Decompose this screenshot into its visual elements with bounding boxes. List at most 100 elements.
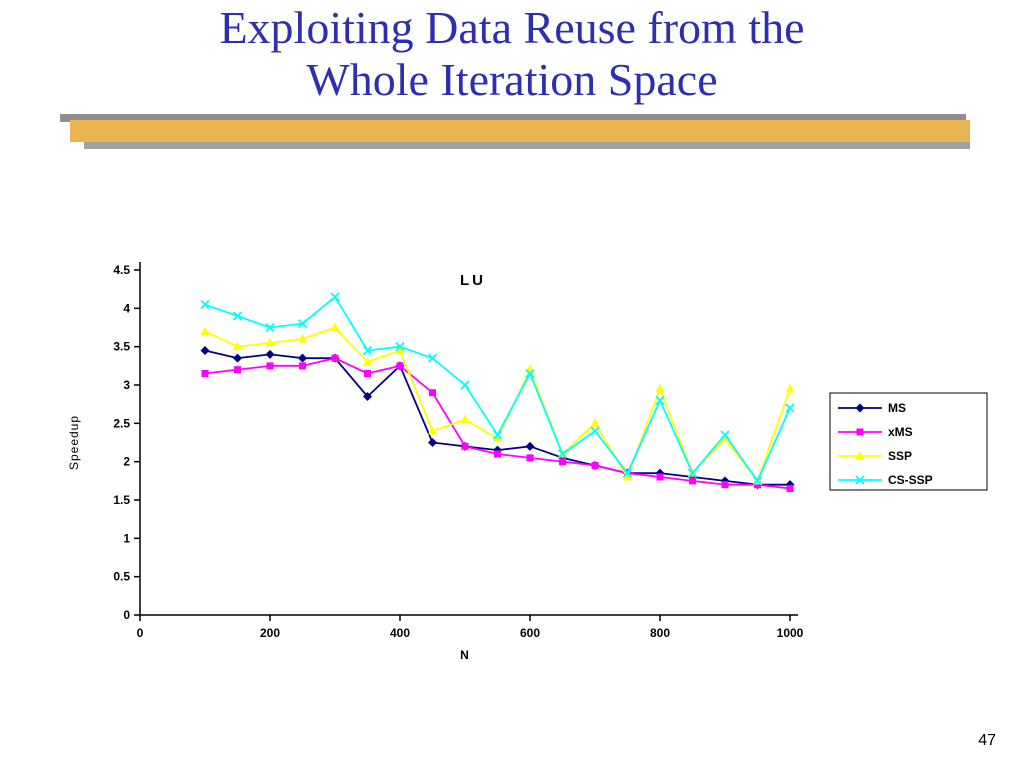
triangle-marker-icon [590, 418, 600, 427]
lu-chart: 0 0.5 1 1.5 2 2.5 3 3.5 4 4.5 0 200 400 600 800 1000 LU N… [40, 240, 1000, 680]
diamond-marker-icon [363, 392, 372, 401]
x-marker-icon [525, 368, 535, 379]
chart-title: LU [460, 272, 486, 289]
page-number: 47 [978, 732, 996, 749]
diamond-marker-icon [200, 346, 210, 355]
y-tick-label: 3 [123, 378, 130, 392]
legend-box [829, 392, 988, 491]
square-marker-icon [461, 442, 469, 450]
square-marker-icon [591, 462, 599, 469]
x-tick-label: 1000 [777, 626, 804, 640]
square-marker-icon [856, 428, 864, 436]
x-marker-icon [297, 319, 308, 329]
x-marker-icon [427, 353, 438, 363]
y-tick-label: 0 [123, 608, 130, 622]
square-marker-icon [786, 485, 794, 492]
square-marker-icon [721, 481, 729, 489]
x-marker-icon [720, 430, 730, 440]
triangle-marker-icon [525, 364, 535, 374]
triangle-marker-icon [493, 433, 502, 443]
x-tick-label: 400 [390, 626, 410, 640]
x-marker-icon [265, 322, 275, 333]
square-marker-icon [364, 370, 371, 377]
diamond-marker-icon [855, 403, 865, 413]
x-marker-icon [590, 426, 600, 436]
x-marker-icon [492, 430, 503, 440]
triangle-marker-icon [233, 341, 242, 351]
y-tick-label: 4.5 [113, 263, 130, 277]
divider-gray-top-bar [60, 114, 966, 122]
triangle-marker-icon [623, 472, 632, 481]
triangle-marker-icon [428, 426, 437, 435]
triangle-marker-icon [265, 337, 275, 347]
series-MS-line [204, 349, 790, 486]
x-marker-icon [785, 403, 795, 413]
square-marker-icon [429, 389, 436, 397]
square-marker-icon [559, 458, 566, 466]
slide-title: Exploiting Data Reuse from the Whole Ite… [0, 2, 1024, 106]
square-marker-icon [266, 362, 274, 370]
square-marker-icon [299, 362, 306, 370]
series-xMS-line [204, 357, 791, 490]
y-tick-label: 2 [123, 455, 130, 469]
triangle-marker-icon [655, 383, 665, 393]
square-marker-icon [396, 362, 404, 370]
square-marker-icon [494, 450, 501, 458]
x-marker-icon [557, 449, 568, 459]
triangle-marker-icon [200, 326, 210, 335]
divider-gray-shadow [84, 142, 970, 149]
y-tick-label: 0.5 [113, 570, 130, 584]
square-marker-icon [689, 477, 696, 485]
diamond-marker-icon [265, 349, 275, 359]
x-marker-icon [395, 342, 405, 352]
legend-label-CS-SSP: CS-SSP [888, 473, 933, 487]
square-marker-icon [754, 481, 761, 489]
x-marker-icon [752, 476, 763, 486]
x-tick-label: 600 [520, 626, 540, 640]
y-tick-label: 1 [123, 531, 130, 545]
y-axis-label: Speedup [67, 415, 81, 470]
legend-label-SSP: SSP [888, 449, 912, 463]
slide-title-line1: Exploiting Data Reuse from the [219, 2, 805, 53]
triangle-marker-icon [720, 433, 730, 443]
lu-chart-svg: 0 0.5 1 1.5 2 2.5 3 3.5 4 4.5 0 200 400 600 800 1000 LU N… [67, 262, 988, 662]
square-marker-icon [526, 454, 534, 462]
y-tick-label: 3.5 [113, 340, 130, 354]
triangle-marker-icon [363, 357, 372, 366]
x-tick-label: 0 [137, 626, 144, 640]
triangle-marker-icon [460, 414, 470, 423]
triangle-marker-icon [395, 345, 405, 354]
x-marker-icon [687, 468, 698, 478]
triangle-marker-icon [785, 383, 795, 393]
triangle-marker-icon [855, 451, 865, 460]
diamond-marker-icon [428, 438, 437, 447]
legend-label-xMS: xMS [888, 425, 913, 439]
diamond-marker-icon [655, 468, 665, 478]
y-tick-label: 4 [123, 301, 130, 315]
divider-gold-bar [70, 120, 970, 142]
square-marker-icon [656, 473, 664, 481]
slide-title-line2: Whole Iteration Space [306, 54, 718, 105]
x-marker-icon [200, 299, 210, 310]
title-divider [60, 112, 972, 154]
x-marker-icon [460, 380, 470, 390]
square-marker-icon [201, 370, 209, 377]
x-tick-label: 800 [650, 626, 670, 640]
series-SSP-line [204, 326, 791, 482]
x-marker-icon [362, 345, 373, 356]
x-marker-icon [330, 292, 340, 302]
triangle-marker-icon [330, 322, 340, 331]
square-marker-icon [331, 354, 339, 362]
square-marker-icon [234, 366, 241, 374]
x-marker-icon [855, 475, 865, 485]
x-marker-icon [232, 311, 243, 321]
triangle-marker-icon [298, 334, 307, 343]
x-axis-label: N [460, 648, 470, 662]
legend-label-MS: MS [888, 401, 906, 415]
diamond-marker-icon [298, 353, 307, 363]
diamond-marker-icon [493, 445, 502, 455]
y-tick-label: 2.5 [113, 416, 130, 430]
x-marker-icon [622, 468, 633, 478]
y-tick-label: 1.5 [113, 493, 130, 507]
